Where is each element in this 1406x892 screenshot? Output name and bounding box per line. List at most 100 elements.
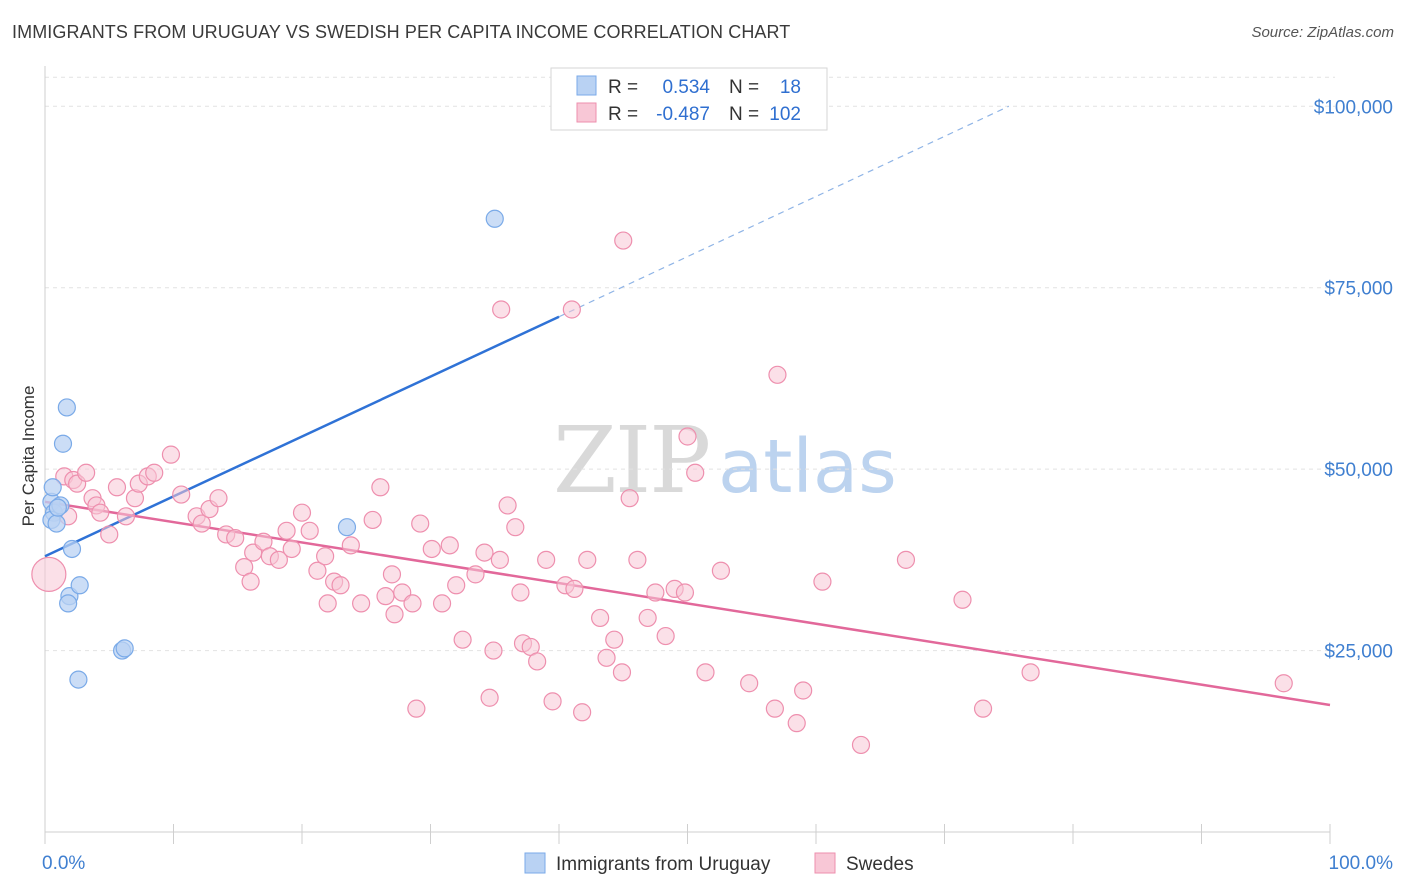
point-swedes-35 bbox=[316, 547, 335, 566]
point-uruguay-17 bbox=[485, 209, 504, 228]
point-swedes-57 bbox=[498, 496, 517, 515]
point-uruguay-11 bbox=[59, 594, 78, 613]
point-swedes-84 bbox=[696, 663, 715, 682]
point-uruguay-9 bbox=[62, 539, 82, 559]
point-swedes-93 bbox=[896, 550, 916, 569]
point-swedes-69 bbox=[597, 648, 616, 667]
point-swedes-90 bbox=[794, 681, 813, 700]
point-swedes-0 bbox=[31, 556, 67, 592]
point-swedes-72 bbox=[620, 489, 639, 508]
tick-labels: $25,000 $50,000 $75,000 $100,000 0.0% 100.0% bbox=[42, 97, 1393, 874]
point-swedes-25 bbox=[241, 572, 260, 591]
legend-r-value-2: -0.487 bbox=[656, 104, 710, 125]
point-swedes-79 bbox=[492, 300, 511, 319]
chart-title: IMMIGRANTS FROM URUGUAY VS SWEDISH PER C… bbox=[12, 22, 791, 42]
point-swedes-58 bbox=[506, 518, 525, 537]
point-swedes-71 bbox=[612, 663, 632, 682]
legend-n-label-1: N = bbox=[729, 77, 759, 98]
point-uruguay-13 bbox=[69, 670, 88, 689]
legend-n-label-2: N = bbox=[729, 104, 759, 125]
legend-swatch-uruguay bbox=[576, 75, 597, 96]
point-swedes-83 bbox=[686, 463, 705, 482]
point-swedes-53 bbox=[466, 565, 485, 584]
point-swedes-74 bbox=[638, 608, 657, 628]
point-swedes-49 bbox=[432, 594, 452, 613]
point-swedes-70 bbox=[605, 630, 624, 649]
point-swedes-100 bbox=[511, 583, 530, 602]
point-swedes-52 bbox=[453, 630, 472, 649]
legend-swatch-swedes bbox=[576, 102, 597, 123]
point-swedes-97 bbox=[1274, 674, 1293, 693]
point-swedes-40 bbox=[352, 594, 371, 613]
point-swedes-30 bbox=[277, 521, 296, 540]
axes bbox=[44, 66, 1331, 844]
point-swedes-21 bbox=[209, 489, 228, 508]
point-swedes-54 bbox=[475, 543, 494, 562]
bottom-legend-label-uruguay: Immigrants from Uruguay bbox=[556, 854, 771, 875]
point-swedes-50 bbox=[440, 536, 459, 555]
point-swedes-82 bbox=[678, 427, 697, 446]
point-swedes-75 bbox=[646, 583, 665, 602]
legend-r-value-1: 0.534 bbox=[662, 77, 710, 98]
point-swedes-101 bbox=[385, 605, 404, 624]
data-points bbox=[31, 209, 1293, 755]
x-tick-label-1: 100.0% bbox=[1329, 853, 1394, 874]
point-swedes-94 bbox=[953, 590, 972, 609]
point-swedes-43 bbox=[376, 587, 395, 606]
point-swedes-10 bbox=[107, 478, 127, 497]
point-swedes-81 bbox=[614, 231, 633, 250]
bottom-legend-swatch-uruguay bbox=[524, 852, 546, 874]
point-uruguay-4 bbox=[43, 478, 62, 497]
point-swedes-41 bbox=[363, 510, 382, 530]
point-swedes-91 bbox=[813, 572, 832, 591]
point-uruguay-16 bbox=[337, 518, 357, 537]
point-swedes-17 bbox=[172, 485, 191, 504]
point-uruguay-12 bbox=[70, 576, 89, 595]
point-swedes-31 bbox=[282, 539, 301, 559]
gridlines bbox=[45, 76, 1335, 652]
point-swedes-63 bbox=[543, 692, 562, 711]
point-swedes-76 bbox=[656, 626, 675, 646]
point-uruguay-8 bbox=[57, 398, 76, 417]
point-swedes-55 bbox=[484, 641, 503, 660]
source-label: Source: ZipAtlas.com bbox=[1251, 24, 1394, 41]
legend-r-label-2: R = bbox=[608, 104, 638, 125]
bottom-legend-label-swedes: Swedes bbox=[846, 854, 914, 875]
point-swedes-96 bbox=[1021, 663, 1040, 682]
point-swedes-34 bbox=[308, 561, 327, 580]
point-swedes-5 bbox=[77, 463, 96, 482]
point-swedes-89 bbox=[787, 714, 806, 733]
point-swedes-92 bbox=[851, 735, 871, 755]
point-swedes-80 bbox=[562, 300, 581, 319]
y-tick-label-0: $25,000 bbox=[1324, 642, 1393, 663]
legend-n-value-2: 102 bbox=[769, 104, 801, 125]
legend-r-label-1: R = bbox=[608, 77, 638, 98]
point-swedes-51 bbox=[447, 576, 466, 595]
point-swedes-86 bbox=[740, 674, 759, 693]
point-swedes-62 bbox=[537, 550, 556, 569]
x-tick-label-0: 0.0% bbox=[42, 853, 85, 874]
point-swedes-98 bbox=[480, 688, 499, 707]
legend-n-value-1: 18 bbox=[780, 77, 801, 98]
point-swedes-8 bbox=[91, 503, 110, 522]
point-swedes-85 bbox=[711, 561, 731, 580]
point-uruguay-7 bbox=[53, 434, 73, 453]
point-swedes-38 bbox=[318, 594, 337, 613]
y-tick-label-3: $100,000 bbox=[1314, 97, 1393, 118]
point-swedes-37 bbox=[331, 576, 350, 595]
point-swedes-99 bbox=[407, 699, 426, 718]
point-swedes-73 bbox=[628, 550, 647, 569]
point-swedes-23 bbox=[226, 528, 245, 548]
point-uruguay-3 bbox=[47, 514, 66, 533]
point-swedes-78 bbox=[675, 583, 695, 602]
point-swedes-87 bbox=[765, 699, 784, 718]
point-swedes-15 bbox=[145, 463, 164, 482]
point-uruguay-6 bbox=[48, 498, 67, 517]
point-swedes-56 bbox=[490, 550, 509, 569]
point-swedes-61 bbox=[528, 652, 547, 671]
point-swedes-88 bbox=[768, 365, 787, 384]
point-swedes-19 bbox=[192, 514, 211, 533]
point-swedes-16 bbox=[161, 445, 181, 464]
bottom-legend-swatch-swedes bbox=[814, 852, 836, 874]
watermark-atlas: atlas bbox=[718, 424, 897, 510]
